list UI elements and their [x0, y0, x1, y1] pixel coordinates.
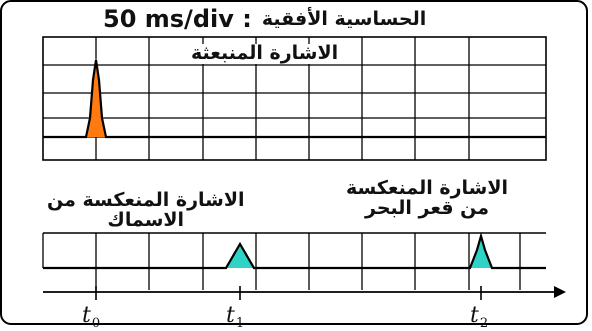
sensitivity-label: الحساسية الأفقية	[261, 8, 427, 30]
time-axis	[43, 286, 566, 300]
reflected-trace	[43, 231, 546, 270]
seabed-pulse-fill	[470, 234, 492, 268]
horizontal-sensitivity-title: 50 ms/div : الحساسية الأفقية	[97, 4, 433, 34]
lower-screen	[42, 231, 546, 290]
tick-label-t0: t0	[82, 303, 101, 331]
tick-label-t2: t2	[470, 303, 489, 331]
emitted-signal-label: الاشارة المنبعثة	[188, 43, 342, 64]
sensitivity-value: 50 ms/div :	[103, 5, 252, 33]
time-axis-arrowhead	[554, 286, 566, 298]
seabed-reflection-label: الاشارة المنعكسة من قعر البحر	[343, 178, 512, 219]
outer-frame	[0, 0, 588, 325]
emitted-trace	[43, 59, 546, 139]
tick-label-t1: t1	[226, 303, 245, 331]
upper-screen	[42, 36, 547, 161]
fish-pulse-fill	[226, 243, 254, 268]
fish-reflection-label: الاشارة المنعكسة من الاسماك	[44, 190, 248, 231]
lower-grid	[95, 233, 521, 290]
